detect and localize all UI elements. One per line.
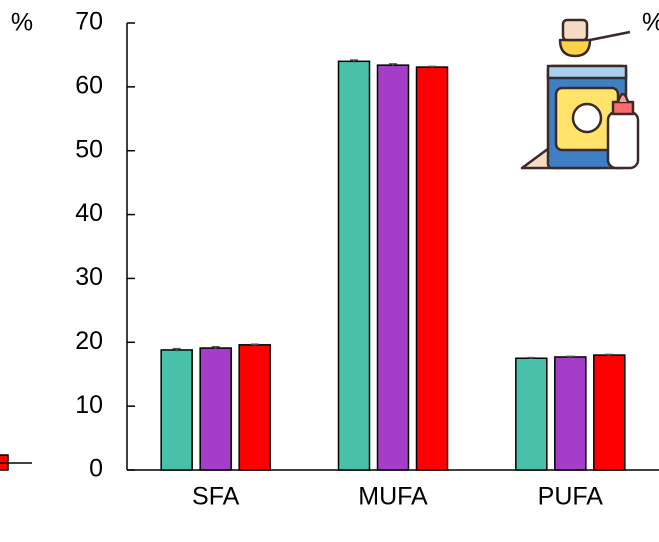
bar	[160, 349, 193, 471]
y-tick-label: 70	[75, 8, 103, 36]
bar	[554, 356, 587, 471]
y-tick-label: 20	[75, 327, 103, 355]
x-tick-label: SFA	[192, 483, 240, 511]
formula-icon	[520, 18, 640, 170]
y-tick-label: 40	[75, 199, 103, 227]
bar	[415, 66, 449, 471]
y-tick-label: 60	[75, 71, 103, 99]
bar	[515, 357, 548, 471]
bar	[337, 60, 371, 471]
y-tick-label: 0	[89, 455, 103, 483]
bar	[238, 344, 271, 471]
x-tick-label: MUFA	[358, 483, 428, 511]
y-unit: %	[11, 9, 33, 37]
y-unit-cropped: %	[642, 9, 659, 37]
x-tick-label: PUFA	[538, 483, 604, 511]
y-tick-label: 10	[75, 391, 103, 419]
y-tick-label: 50	[75, 135, 103, 163]
bar	[593, 354, 626, 471]
y-tick-label: 30	[75, 263, 103, 291]
bar	[199, 347, 232, 471]
bar	[376, 64, 410, 471]
